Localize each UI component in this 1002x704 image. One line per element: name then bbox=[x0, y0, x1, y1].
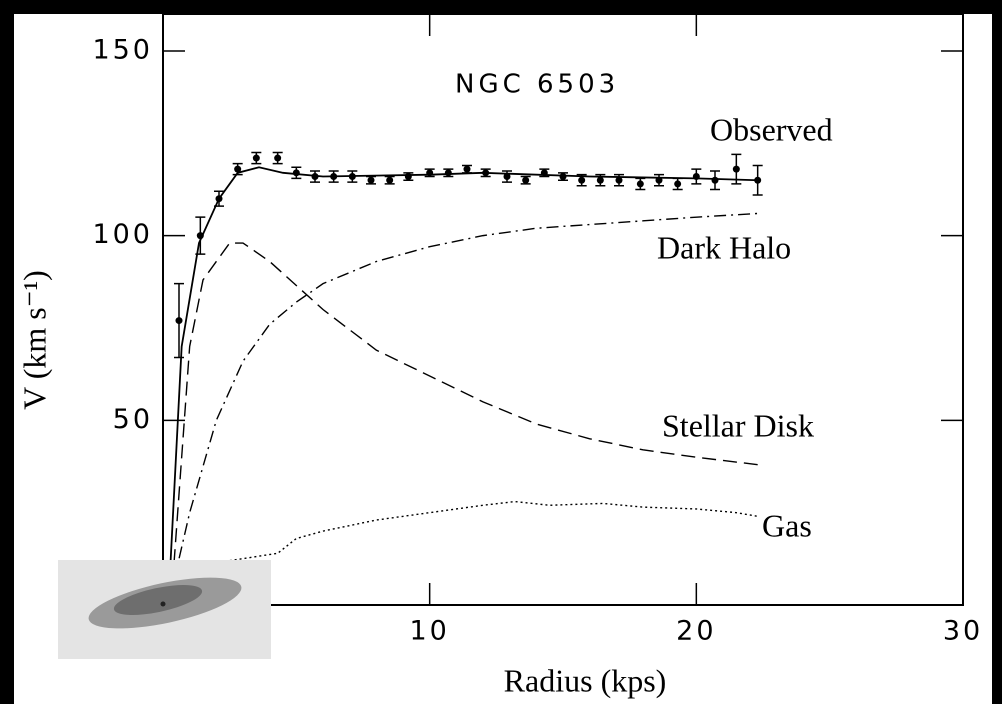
data-point bbox=[596, 176, 604, 184]
data-point bbox=[274, 154, 282, 162]
data-point bbox=[404, 173, 412, 181]
chart-title: NGC 6503 bbox=[455, 70, 619, 100]
y-axis-label: V (km s⁻¹) bbox=[16, 270, 52, 410]
plot-frame bbox=[162, 13, 964, 606]
galaxy-image bbox=[58, 560, 271, 659]
data-point bbox=[522, 176, 530, 184]
data-point bbox=[615, 176, 623, 184]
data-point bbox=[463, 165, 471, 173]
data-point bbox=[386, 176, 394, 184]
data-point bbox=[444, 169, 452, 177]
data-point bbox=[711, 176, 719, 184]
series-label: Stellar Disk bbox=[662, 407, 814, 443]
curve bbox=[167, 212, 758, 606]
y-tick-label: 50 bbox=[113, 404, 153, 435]
y-tick-label: 100 bbox=[92, 219, 153, 250]
data-point bbox=[252, 154, 260, 162]
curve bbox=[229, 500, 758, 562]
x-axis-label: Radius (kps) bbox=[504, 662, 667, 698]
series-label: Gas bbox=[762, 507, 812, 543]
data-point bbox=[234, 165, 242, 173]
series-label: Dark Halo bbox=[657, 229, 791, 265]
x-tick-label: 30 bbox=[943, 616, 983, 647]
data-point bbox=[578, 176, 586, 184]
plot-area bbox=[167, 151, 763, 606]
data-point bbox=[636, 180, 644, 188]
data-point bbox=[674, 180, 682, 188]
data-point bbox=[292, 169, 300, 177]
x-tick-label: 10 bbox=[409, 616, 449, 647]
data-point bbox=[367, 176, 375, 184]
data-point bbox=[732, 165, 740, 173]
series-label: Observed bbox=[710, 111, 833, 147]
curve bbox=[167, 166, 758, 606]
curve bbox=[170, 242, 758, 606]
y-tick-label: 150 bbox=[92, 34, 153, 65]
data-point bbox=[503, 173, 511, 181]
x-tick-label: 20 bbox=[676, 616, 716, 647]
data-point bbox=[175, 317, 183, 325]
